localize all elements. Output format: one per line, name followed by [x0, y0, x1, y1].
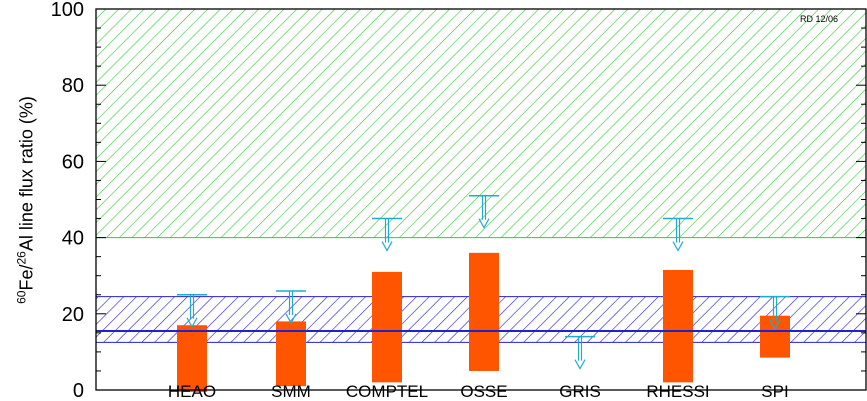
y-label-part-1: Fe/: [16, 264, 37, 291]
y-label-part-2: Al line flux ratio (%): [16, 96, 37, 252]
upper-limit-smm: [276, 290, 306, 325]
category-label-osse: OSSE: [460, 382, 507, 401]
bar-osse: [469, 252, 499, 371]
upper-limit-comptel: [372, 217, 402, 252]
y-tick-label: 100: [51, 0, 84, 21]
annotation-text: RD 12/06: [800, 14, 838, 24]
y-label-mass-1: 60: [14, 290, 29, 304]
y-tick-label: 40: [62, 228, 84, 250]
upper-limit-osse: [469, 194, 499, 229]
category-label-spi: SPI: [761, 382, 788, 401]
y-tick-label: 20: [62, 304, 84, 326]
band-upper-region: [96, 9, 866, 238]
bar-comptel: [372, 271, 402, 383]
category-label-smm: SMM: [271, 382, 311, 401]
y-tick-label: 60: [62, 151, 84, 173]
upper-limit-gris: [565, 335, 595, 370]
upper-limit-heao: [177, 294, 207, 328]
upper-limit-spi: [760, 295, 790, 330]
bar-heao: [177, 325, 207, 392]
y-tick-label: 0: [73, 380, 84, 401]
bar-smm: [276, 321, 306, 387]
category-label-heao: HEAO: [168, 382, 216, 401]
y-axis-label: 60Fe/26Al line flux ratio (%): [6, 10, 46, 390]
y-label-mass-2: 26: [14, 251, 29, 265]
bar-rhessi: [663, 269, 693, 383]
y-tick-label: 80: [62, 75, 84, 97]
category-label-gris: GRIS: [559, 382, 601, 401]
upper-limit-rhessi: [663, 217, 693, 252]
category-label-comptel: COMPTEL: [346, 382, 428, 401]
category-label-rhessi: RHESSI: [646, 382, 709, 401]
bar-spi: [760, 315, 790, 358]
